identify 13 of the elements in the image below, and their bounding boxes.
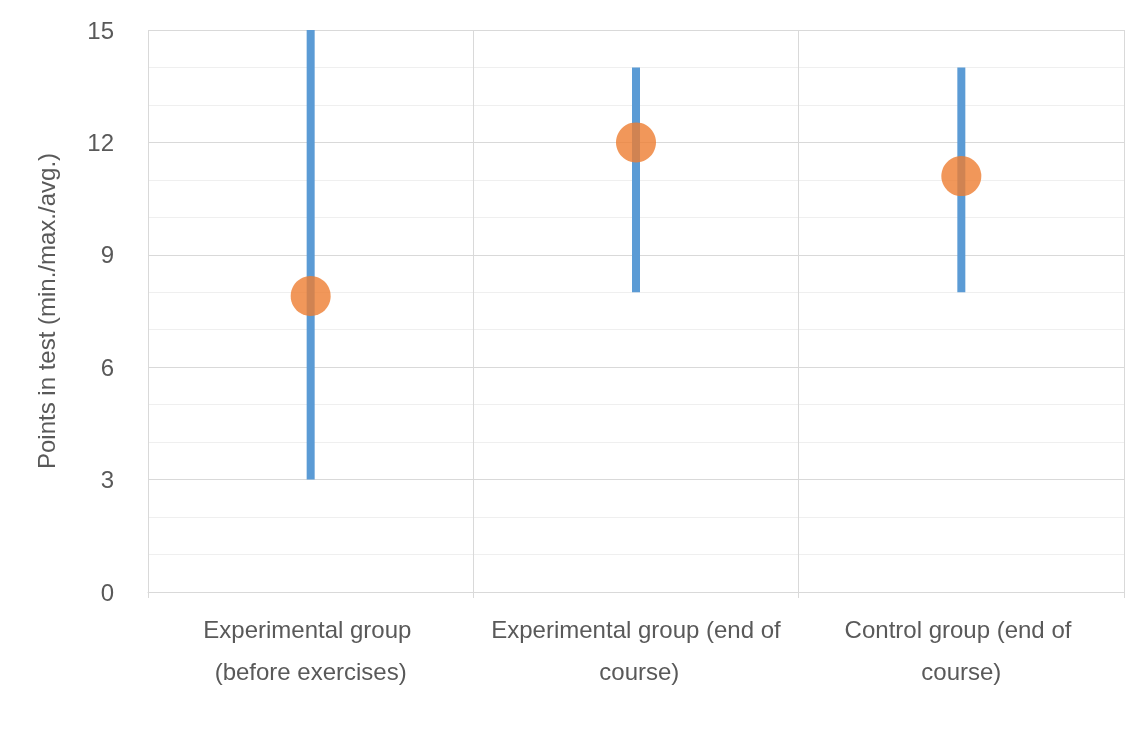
y-tick-label: 6 xyxy=(100,353,114,381)
x-tick-label: Experimental group (end of course) xyxy=(491,615,782,685)
point xyxy=(941,156,982,197)
y-tick-label: 3 xyxy=(100,466,114,494)
y-tick-label: 15 xyxy=(87,16,114,44)
y-axis-title: Points in test (min./max./avg.) xyxy=(32,152,60,470)
point xyxy=(290,276,331,316)
y-tick-label: 9 xyxy=(100,241,114,269)
x-tick-label: Experimental group (before exercises) xyxy=(203,615,419,685)
y-tick-label: 12 xyxy=(87,128,114,156)
y-tick-label: 0 xyxy=(100,578,114,606)
point xyxy=(616,122,656,163)
x-tick-label: Control group (end of course) xyxy=(844,615,1079,685)
